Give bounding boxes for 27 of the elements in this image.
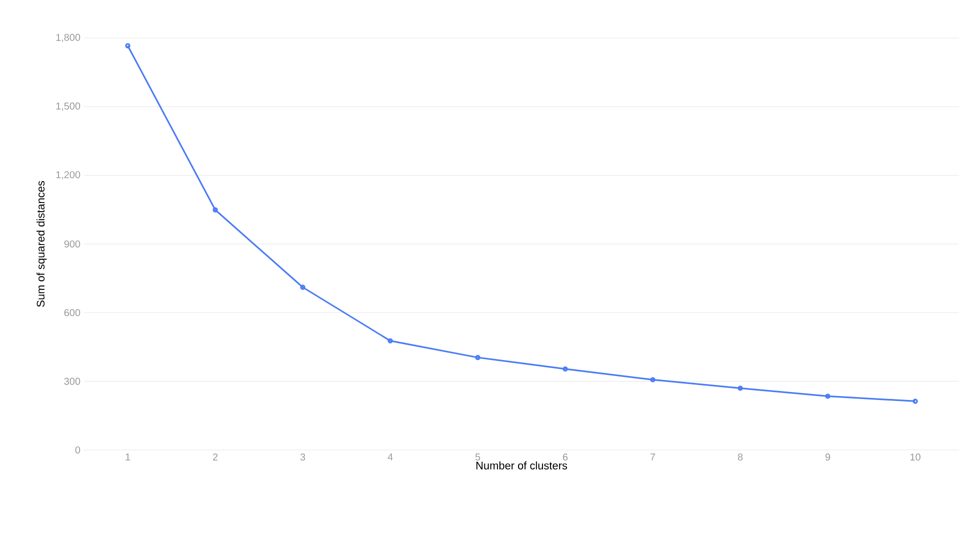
x-tick-label: 9 <box>825 454 830 461</box>
x-tick-label: 7 <box>650 454 656 460</box>
point <box>562 366 568 372</box>
y-tick-label: 300 <box>64 378 80 385</box>
y-tick-label: 1,800 <box>56 34 80 42</box>
point <box>212 207 218 212</box>
point <box>738 386 743 391</box>
y-tick-label: 1,200 <box>56 171 80 180</box>
y-axis-title: Sum of squared distances <box>36 181 47 307</box>
x-tick-label: 3 <box>300 454 306 461</box>
x-tick-label: 4 <box>388 454 393 460</box>
point <box>388 338 393 344</box>
x-tick-label: 1 <box>126 454 130 460</box>
y-tick-label: 900 <box>64 240 80 248</box>
point <box>300 284 306 290</box>
point <box>475 354 480 360</box>
y-tick-label: 1,500 <box>56 102 80 111</box>
y-tick-label: 0 <box>75 446 80 454</box>
x-tick-label: 5 <box>475 454 480 460</box>
x-tick-label: 2 <box>212 454 218 460</box>
x-tick-label: 8 <box>738 454 743 461</box>
x-tick-label: 6 <box>562 454 568 461</box>
y-tick-label: 600 <box>64 309 80 316</box>
point <box>825 394 830 399</box>
x-tick-label: 10 <box>910 454 920 461</box>
x-axis-title: Number of clusters <box>476 461 568 470</box>
point <box>650 377 656 382</box>
